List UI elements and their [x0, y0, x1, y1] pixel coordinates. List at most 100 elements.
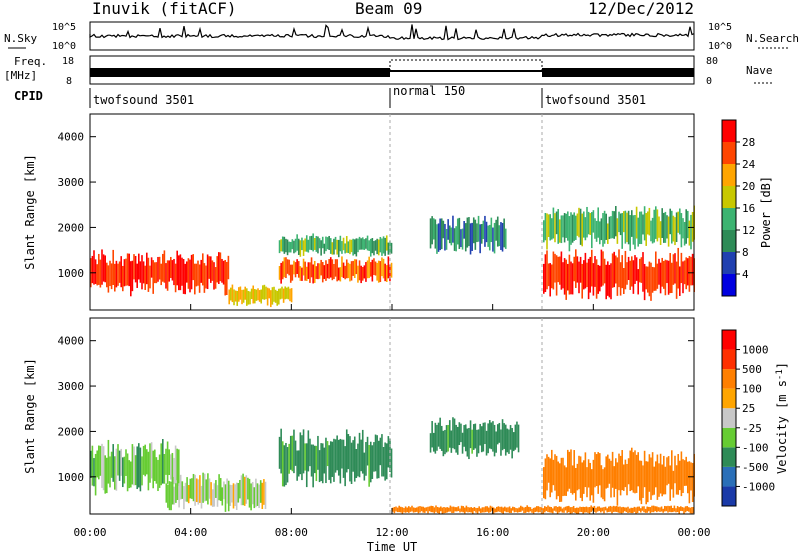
data-cell: [390, 262, 393, 278]
data-cell: [686, 506, 688, 512]
data-cell: [571, 214, 574, 243]
data-cell: [431, 421, 433, 448]
data-cell: [290, 288, 293, 303]
data-cell: [671, 450, 673, 490]
data-cell: [131, 444, 134, 485]
data-cell: [310, 235, 313, 251]
data-cell: [387, 436, 390, 468]
data-cell: [661, 208, 663, 239]
data-cell: [486, 506, 488, 512]
data-cell: [434, 219, 437, 249]
data-cell: [676, 505, 679, 512]
data-cell: [285, 442, 287, 486]
y-tick-label: 1000: [58, 267, 85, 280]
data-cell: [373, 258, 375, 275]
y-tick-label: 2000: [58, 221, 85, 234]
data-cell: [643, 206, 646, 241]
data-cell: [144, 265, 146, 290]
velocity-ylabel: Slant Range [km]: [23, 358, 37, 474]
data-cell: [444, 507, 447, 513]
data-cell: [667, 216, 670, 247]
data-cell: [400, 506, 402, 513]
data-cell: [363, 265, 366, 279]
data-cell: [614, 506, 616, 512]
colorbar-tick-label: -25: [742, 422, 762, 435]
data-cell: [595, 507, 597, 513]
data-cell: [590, 505, 592, 512]
data-cell: [630, 507, 632, 514]
data-cell: [165, 448, 167, 475]
data-cell: [603, 258, 606, 284]
data-cell: [366, 260, 369, 279]
data-cell: [655, 461, 657, 488]
colorbar-tick-label: 4: [742, 268, 749, 281]
data-cell: [608, 458, 611, 484]
data-cell: [521, 506, 524, 511]
data-cell: [329, 238, 332, 254]
data-cell: [333, 263, 335, 280]
data-cell: [488, 420, 491, 449]
data-cell: [329, 441, 332, 484]
colorbar-tick-label: 8: [742, 246, 749, 259]
data-cell: [288, 241, 290, 253]
data-cell: [629, 450, 631, 492]
data-cell: [515, 508, 517, 512]
data-cell: [610, 216, 612, 239]
data-cell: [381, 434, 383, 477]
data-cell: [498, 422, 501, 443]
data-cell: [498, 225, 501, 247]
data-cell: [565, 467, 567, 496]
data-cell: [664, 259, 667, 296]
data-cell: [643, 450, 646, 488]
data-cell: [446, 507, 448, 513]
data-cell: [534, 507, 536, 513]
data-cell: [94, 453, 97, 496]
data-cell: [659, 221, 662, 245]
data-cell: [458, 422, 461, 446]
data-cell: [532, 507, 535, 514]
data-cell: [563, 465, 566, 496]
data-cell: [377, 260, 380, 283]
data-cell: [160, 263, 162, 286]
data-cell: [353, 436, 356, 482]
data-cell: [645, 266, 647, 290]
data-cell: [592, 210, 595, 233]
data-cell: [381, 257, 383, 277]
data-cell: [562, 457, 564, 497]
data-cell: [250, 288, 253, 300]
data-cell: [474, 219, 477, 250]
data-cell: [551, 218, 553, 240]
colorbar-swatch: [722, 466, 736, 487]
data-cell: [310, 257, 313, 278]
data-cell: [342, 439, 345, 478]
data-cell: [497, 506, 500, 512]
data-cell: [114, 263, 116, 292]
data-cell: [638, 506, 640, 511]
data-cell: [278, 288, 280, 305]
data-cell: [218, 474, 220, 501]
data-cell: [569, 507, 572, 514]
data-cell: [623, 464, 625, 491]
data-cell: [677, 454, 679, 495]
data-cell: [465, 505, 468, 512]
data-cell: [202, 253, 204, 286]
data-cell: [658, 258, 660, 285]
x-tick-label: 00:00: [73, 526, 106, 539]
data-cell: [291, 435, 294, 472]
date-title: 12/Dec/2012: [588, 0, 694, 18]
data-cell: [268, 288, 271, 299]
data-cell: [433, 507, 436, 514]
data-cell: [281, 286, 283, 299]
data-cell: [152, 260, 154, 294]
data-cell: [323, 243, 326, 254]
data-cell: [665, 506, 668, 512]
data-cell: [687, 258, 689, 286]
data-cell: [562, 262, 564, 289]
data-cell: [459, 508, 461, 513]
data-cell: [641, 506, 644, 511]
data-cell: [409, 507, 412, 512]
data-cell: [174, 445, 177, 491]
data-cell: [436, 424, 438, 451]
data-cell: [680, 451, 683, 497]
data-cell: [552, 251, 555, 290]
